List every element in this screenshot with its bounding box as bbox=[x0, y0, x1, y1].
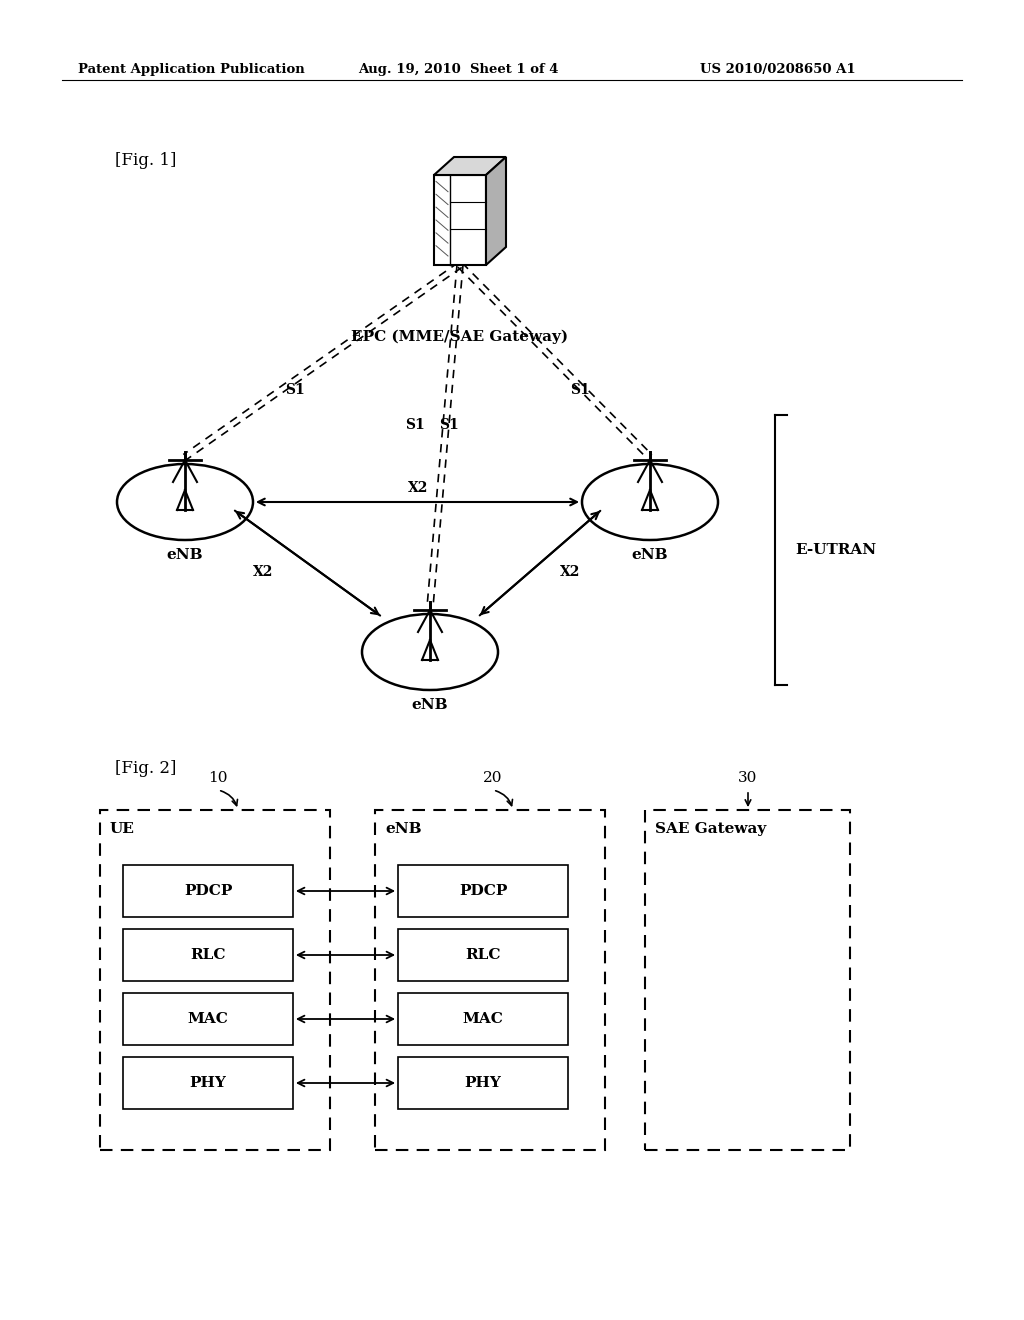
Text: 10: 10 bbox=[208, 771, 227, 785]
Text: S1: S1 bbox=[285, 383, 305, 397]
FancyBboxPatch shape bbox=[398, 1057, 568, 1109]
FancyBboxPatch shape bbox=[398, 993, 568, 1045]
Text: SAE Gateway: SAE Gateway bbox=[655, 822, 766, 836]
Text: Patent Application Publication: Patent Application Publication bbox=[78, 63, 305, 77]
Text: S1: S1 bbox=[439, 418, 459, 432]
Text: [Fig. 1]: [Fig. 1] bbox=[115, 152, 176, 169]
Text: [Fig. 2]: [Fig. 2] bbox=[115, 760, 176, 777]
Text: eNB: eNB bbox=[167, 548, 204, 562]
Polygon shape bbox=[486, 157, 506, 265]
Text: RLC: RLC bbox=[465, 948, 501, 962]
Polygon shape bbox=[434, 157, 506, 176]
Text: MAC: MAC bbox=[463, 1012, 504, 1026]
Text: PDCP: PDCP bbox=[184, 884, 232, 898]
FancyBboxPatch shape bbox=[398, 865, 568, 917]
FancyBboxPatch shape bbox=[123, 1057, 293, 1109]
Text: MAC: MAC bbox=[187, 1012, 228, 1026]
Text: eNB: eNB bbox=[632, 548, 669, 562]
Text: 20: 20 bbox=[483, 771, 503, 785]
Text: PDCP: PDCP bbox=[459, 884, 507, 898]
Text: X2: X2 bbox=[560, 565, 581, 579]
Text: Aug. 19, 2010  Sheet 1 of 4: Aug. 19, 2010 Sheet 1 of 4 bbox=[358, 63, 558, 77]
Polygon shape bbox=[434, 176, 486, 265]
Text: RLC: RLC bbox=[190, 948, 225, 962]
Text: PHY: PHY bbox=[189, 1076, 226, 1090]
Text: PHY: PHY bbox=[465, 1076, 502, 1090]
Text: E-UTRAN: E-UTRAN bbox=[795, 543, 877, 557]
Text: X2: X2 bbox=[253, 565, 273, 579]
Text: eNB: eNB bbox=[412, 698, 449, 711]
Text: S1: S1 bbox=[570, 383, 590, 397]
FancyBboxPatch shape bbox=[123, 993, 293, 1045]
FancyBboxPatch shape bbox=[123, 865, 293, 917]
Text: 30: 30 bbox=[738, 771, 758, 785]
Text: eNB: eNB bbox=[385, 822, 422, 836]
Text: UE: UE bbox=[110, 822, 135, 836]
FancyBboxPatch shape bbox=[123, 929, 293, 981]
FancyBboxPatch shape bbox=[398, 929, 568, 981]
Text: EPC (MME/SAE Gateway): EPC (MME/SAE Gateway) bbox=[351, 330, 568, 345]
Text: US 2010/0208650 A1: US 2010/0208650 A1 bbox=[700, 63, 856, 77]
Text: S1: S1 bbox=[406, 418, 425, 432]
Text: X2: X2 bbox=[408, 480, 428, 495]
